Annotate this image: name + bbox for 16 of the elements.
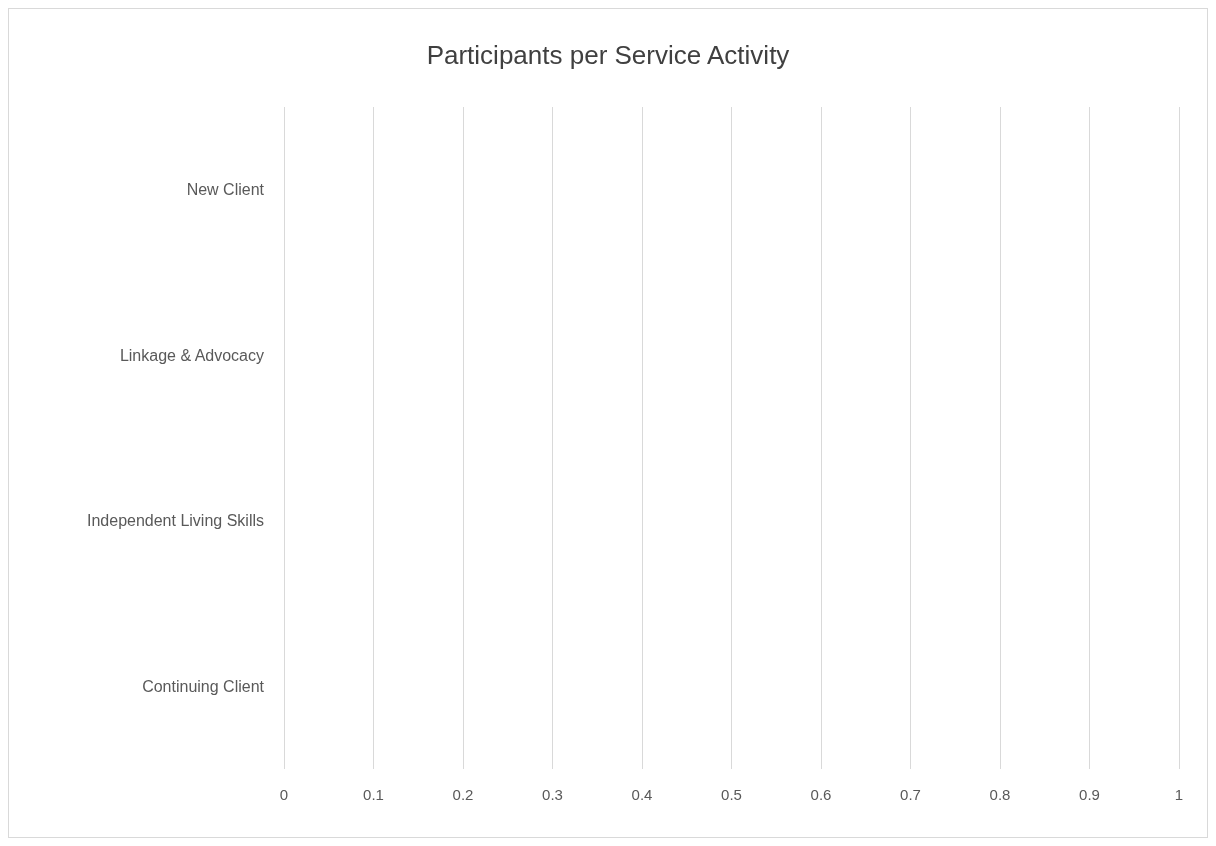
chart-title: Participants per Service Activity — [426, 40, 790, 70]
x-tick-label: 0.4 — [631, 786, 653, 803]
x-tick-label: 0.5 — [721, 786, 742, 803]
x-tick-label: 0.6 — [810, 786, 832, 803]
x-tick-label: 0.1 — [363, 786, 384, 803]
x-tick-label: 1 — [1174, 786, 1184, 803]
y-tick-label: Continuing Client — [142, 677, 265, 695]
y-tick-label: Linkage & Advocacy — [119, 346, 264, 364]
x-tick-label: 0.3 — [542, 786, 563, 803]
y-tick-label: Independent Living Skills — [86, 512, 264, 530]
x-tick-label: 0.8 — [989, 786, 1011, 803]
x-tick-label: 0.2 — [452, 786, 474, 803]
x-tick-label: 0.9 — [1079, 786, 1100, 803]
y-tick-label: New Client — [186, 181, 265, 199]
x-tick-label: 0.7 — [900, 786, 921, 803]
x-tick-label: 0 — [279, 786, 289, 803]
